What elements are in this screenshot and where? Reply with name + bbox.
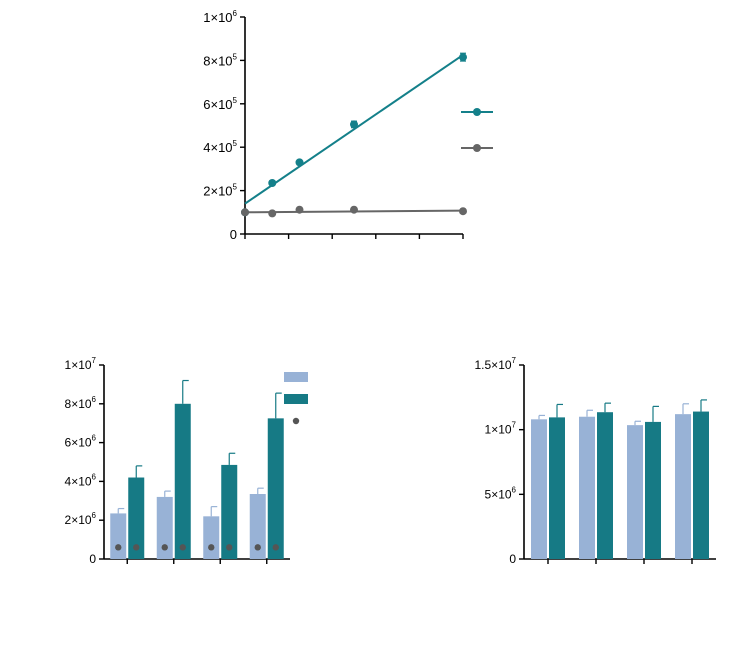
data-point [161, 544, 168, 551]
data-point [350, 205, 358, 214]
bar [531, 419, 547, 559]
bar [597, 412, 613, 559]
y-tick-label: 2×106 [65, 511, 97, 527]
y-tick-label: 4×105 [203, 139, 237, 155]
y-tick-label: 6×105 [203, 96, 237, 112]
chart-pyruvate-compounds: 0 2×106 4×106 6×106 8×106 1×107 [65, 356, 308, 566]
y-tick-label: 6×106 [65, 434, 97, 450]
bar [203, 516, 220, 559]
data-point [268, 209, 277, 218]
y-tick-label: 1×107 [485, 421, 517, 437]
y-tick-label: 1.5×107 [475, 356, 517, 372]
fit-line [244, 54, 464, 205]
data-point [133, 544, 140, 551]
data-point [241, 208, 249, 217]
y-tick-label: 5×106 [485, 485, 517, 501]
bar [110, 513, 127, 559]
legend-marker [292, 417, 300, 425]
data-point [459, 53, 467, 62]
bar [221, 464, 238, 559]
y-tick-label: 0 [89, 552, 96, 566]
data-point [254, 544, 261, 551]
bar [156, 496, 173, 559]
data-point [179, 544, 186, 551]
legend-swatch [284, 394, 308, 404]
bar [675, 414, 691, 559]
bar [645, 421, 661, 559]
y-tick-label: 1×106 [203, 9, 237, 25]
data-point [115, 544, 122, 551]
y-tick-label: 8×106 [65, 395, 97, 411]
bar [128, 477, 145, 559]
bar [693, 411, 709, 559]
bar [267, 418, 284, 559]
data-point [295, 205, 304, 214]
bar [627, 425, 643, 559]
legend-marker [473, 108, 481, 116]
y-tick-label: 4×106 [65, 472, 97, 488]
bar [249, 494, 266, 559]
data-point [295, 158, 304, 167]
y-tick-label: 1×107 [65, 356, 97, 372]
data-point [459, 207, 467, 216]
chart-cell-number-standard-curve: 0 2×105 4×105 6×105 8×105 1×106 [203, 9, 493, 242]
data-point [350, 120, 358, 129]
legend-swatch [284, 372, 308, 382]
legend-marker [473, 144, 481, 152]
bar [579, 416, 595, 559]
data-point [226, 544, 233, 551]
y-tick-label: 2×105 [203, 183, 237, 199]
data-point [208, 544, 215, 551]
bar [174, 403, 191, 559]
data-point [268, 179, 277, 188]
y-tick-label: 8×105 [203, 52, 237, 68]
bar [549, 417, 565, 559]
y-tick-label: 0 [509, 552, 516, 566]
data-point [272, 544, 279, 551]
chart-atp-compounds: 0 5×106 1×107 1.5×107 [475, 356, 716, 566]
y-tick-label: 0 [230, 227, 237, 242]
